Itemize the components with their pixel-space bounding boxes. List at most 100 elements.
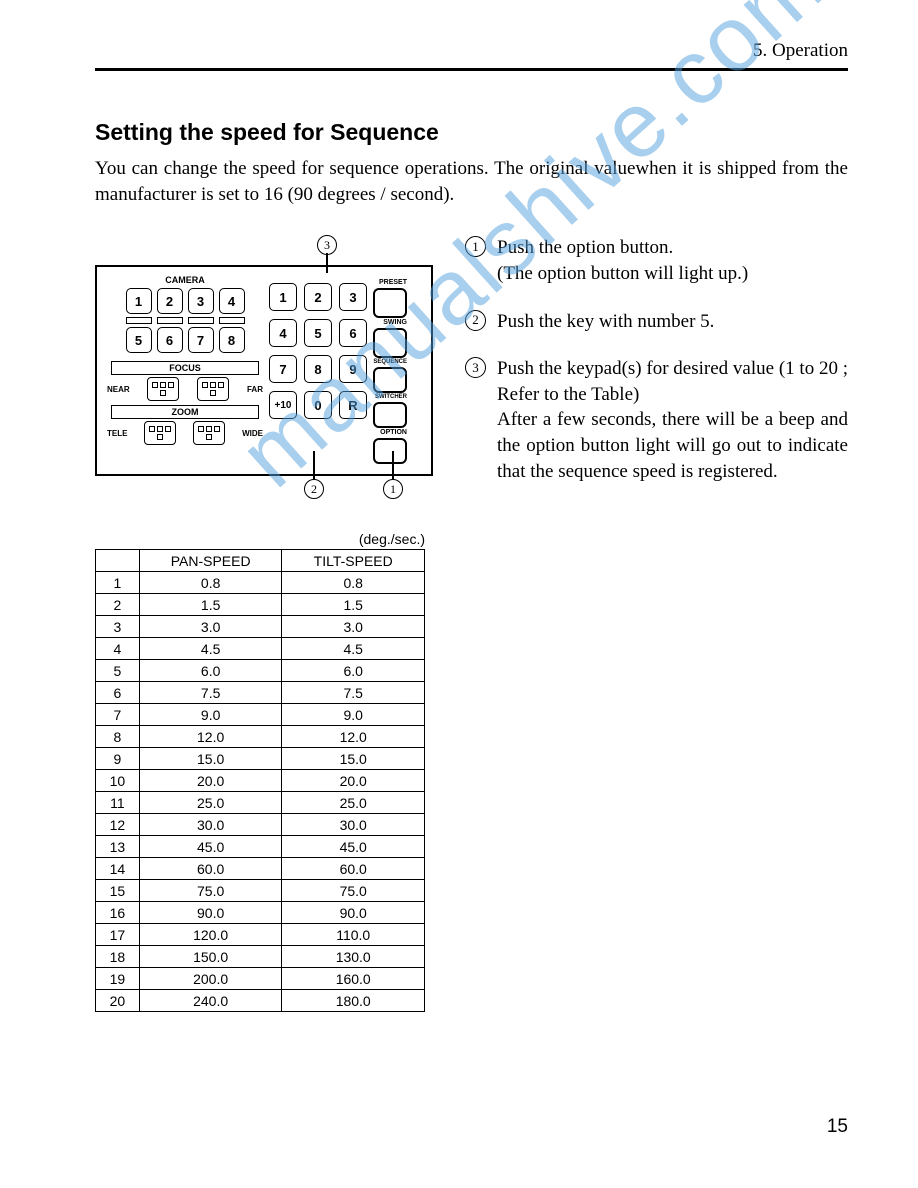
table-cell: 16: [96, 902, 140, 924]
step-1-text-a: Push the option button.: [497, 237, 673, 258]
table-row: 1230.030.0: [96, 814, 425, 836]
keypad-1: 1: [269, 283, 297, 311]
step-1: 1 Push the option button. (The option bu…: [465, 235, 848, 286]
keypad-4: 4: [269, 319, 297, 347]
table-cell: 19: [96, 968, 140, 990]
step-3: 3 Push the keypad(s) for desired value (…: [465, 356, 848, 484]
table-cell: 3.0: [282, 616, 425, 638]
zoom-tele-label: TELE: [107, 429, 127, 438]
swing-btn: [373, 328, 407, 358]
keypad-3: 3: [339, 283, 367, 311]
table-cell: 120.0: [139, 924, 282, 946]
camera-btn-1: 1: [126, 288, 152, 314]
table-cell: 30.0: [282, 814, 425, 836]
table-cell: 7.5: [139, 682, 282, 704]
table-cell: 4: [96, 638, 140, 660]
callout-1-icon: 1: [383, 479, 403, 499]
table-cell: 10: [96, 770, 140, 792]
table-cell: 11: [96, 792, 140, 814]
table-cell: 4.5: [282, 638, 425, 660]
table-cell: 110.0: [282, 924, 425, 946]
table-row: 19200.0160.0: [96, 968, 425, 990]
keypad-0: 0: [304, 391, 332, 419]
table-cell: 2: [96, 594, 140, 616]
keypad-9: 9: [339, 355, 367, 383]
page-number: 15: [827, 1116, 848, 1138]
camera-btn-3: 3: [188, 288, 214, 314]
table-cell: 6.0: [282, 660, 425, 682]
table-cell: 12.0: [139, 726, 282, 748]
step-2-text-a: Push the key with number 5.: [497, 311, 714, 332]
table-cell: 160.0: [282, 968, 425, 990]
camera-btn-2: 2: [157, 288, 183, 314]
intro-paragraph: You can change the speed for sequence op…: [95, 156, 848, 207]
table-cell: 7.5: [282, 682, 425, 704]
table-cell: 3: [96, 616, 140, 638]
zoom-label: ZOOM: [114, 407, 256, 417]
table-row: 33.03.0: [96, 616, 425, 638]
table-row: 1020.020.0: [96, 770, 425, 792]
controller-diagram: 3 CAMERA 1 2 3 4 5 6: [95, 235, 435, 505]
table-row: 20240.0180.0: [96, 990, 425, 1012]
callout-2-icon: 2: [304, 479, 324, 499]
table-cell: 13: [96, 836, 140, 858]
table-row: 17120.0110.0: [96, 924, 425, 946]
zoom-wide-btn: [193, 421, 225, 445]
table-cell: 9.0: [139, 704, 282, 726]
callout-3-icon: 3: [317, 235, 337, 255]
table-cell: 25.0: [139, 792, 282, 814]
table-cell: 9.0: [282, 704, 425, 726]
table-cell: 90.0: [282, 902, 425, 924]
table-header-row: PAN-SPEED TILT-SPEED: [96, 550, 425, 572]
table-cell: 180.0: [282, 990, 425, 1012]
preset-label: PRESET: [373, 279, 407, 286]
switcher-label: SWITCHER: [373, 394, 407, 400]
table-cell: 18: [96, 946, 140, 968]
table-cell: 1: [96, 572, 140, 594]
table-cell: 200.0: [139, 968, 282, 990]
camera-btn-7: 7: [188, 327, 214, 353]
focus-far-btn: [197, 377, 229, 401]
table-cell: 25.0: [282, 792, 425, 814]
table-cell: 9: [96, 748, 140, 770]
swing-label: SWING: [373, 319, 407, 326]
table-cell: 8: [96, 726, 140, 748]
keypad-8: 8: [304, 355, 332, 383]
table-row: 21.51.5: [96, 594, 425, 616]
table-row: 1345.045.0: [96, 836, 425, 858]
table-row: 1690.090.0: [96, 902, 425, 924]
table-cell: 12: [96, 814, 140, 836]
camera-btn-5: 5: [126, 327, 152, 353]
table-cell: 240.0: [139, 990, 282, 1012]
table-row: 1575.075.0: [96, 880, 425, 902]
table-row: 44.54.5: [96, 638, 425, 660]
table-cell: 0.8: [139, 572, 282, 594]
table-cell: 75.0: [282, 880, 425, 902]
col-pan: PAN-SPEED: [139, 550, 282, 572]
keypad-7: 7: [269, 355, 297, 383]
step-1-num: 1: [465, 236, 486, 257]
table-cell: 15.0: [282, 748, 425, 770]
table-cell: 0.8: [282, 572, 425, 594]
table-unit: (deg./sec.): [95, 531, 425, 547]
table-cell: 12.0: [282, 726, 425, 748]
section-title: Setting the speed for Sequence: [95, 119, 848, 146]
table-cell: 45.0: [139, 836, 282, 858]
focus-near-btn: [147, 377, 179, 401]
sequence-label: SEQUENCE: [373, 359, 407, 365]
table-row: 79.09.0: [96, 704, 425, 726]
keypad-5: 5: [304, 319, 332, 347]
col-tilt: TILT-SPEED: [282, 550, 425, 572]
step-1-text-b: (The option button will light up.): [497, 263, 748, 284]
zoom-wide-label: WIDE: [242, 429, 263, 438]
table-row: 67.57.5: [96, 682, 425, 704]
speed-table: PAN-SPEED TILT-SPEED 10.80.821.51.533.03…: [95, 549, 425, 1012]
preset-btn: [373, 288, 407, 318]
focus-label: FOCUS: [114, 363, 256, 373]
table-row: 915.015.0: [96, 748, 425, 770]
table-cell: 20.0: [282, 770, 425, 792]
table-cell: 30.0: [139, 814, 282, 836]
chapter-header: 5. Operation: [95, 40, 848, 71]
table-cell: 60.0: [139, 858, 282, 880]
focus-far-label: FAR: [247, 385, 263, 394]
